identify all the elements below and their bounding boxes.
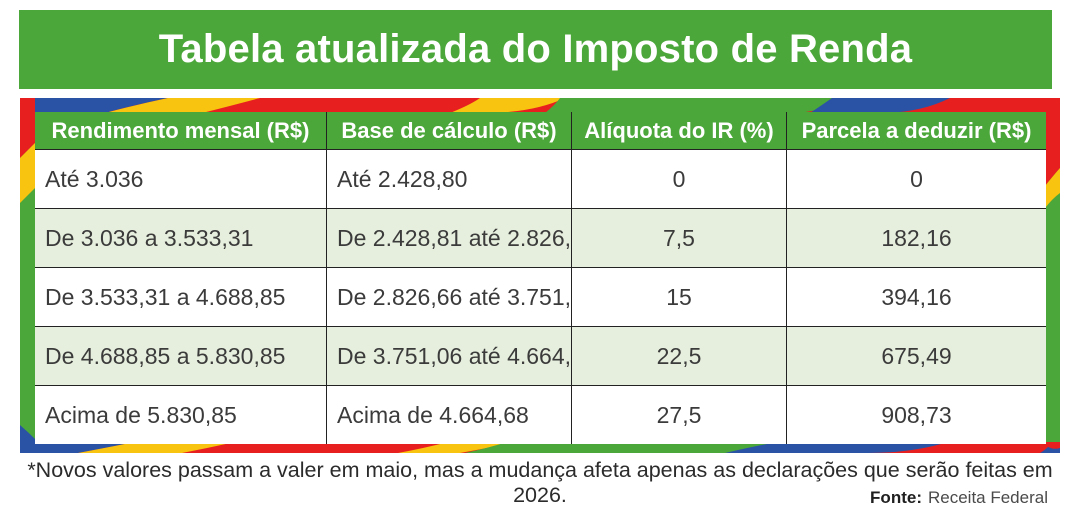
frame-top-border: [20, 98, 1060, 113]
column-header-rendimento: Rendimento mensal (R$): [35, 112, 327, 149]
table-cell: Até 3.036: [35, 149, 327, 208]
table-cell: 15: [572, 267, 787, 326]
table-cell: Até 2.428,80: [327, 149, 572, 208]
column-header-parcela: Parcela a deduzir (R$): [787, 112, 1046, 149]
table-cell: De 3.751,06 até 4.664,68: [327, 326, 572, 385]
table-cell: De 2.428,81 até 2.826,65: [327, 208, 572, 267]
column-header-aliquota: Alíquota do IR (%): [572, 112, 787, 149]
frame-graphic: [20, 98, 1060, 453]
table-cell: Acima de 5.830,85: [35, 385, 327, 444]
table-cell: 182,16: [787, 208, 1046, 267]
table-cell: 394,16: [787, 267, 1046, 326]
table-cell: De 2.826,66 até 3.751,05: [327, 267, 572, 326]
table-cell: De 4.688,85 a 5.830,85: [35, 326, 327, 385]
table-cell: 22,5: [572, 326, 787, 385]
source-value: Receita Federal: [927, 488, 1048, 507]
title-banner: Tabela atualizada do Imposto de Renda: [19, 10, 1052, 89]
table-cell: 7,5: [572, 208, 787, 267]
frame-right-border: [1045, 98, 1060, 453]
tax-table: Rendimento mensal (R$) Base de cálculo (…: [35, 112, 1046, 444]
table-cell: De 3.533,31 a 4.688,85: [35, 267, 327, 326]
table-cell: 0: [787, 149, 1046, 208]
page-title: Tabela atualizada do Imposto de Renda: [158, 27, 913, 71]
column-header-base-calculo: Base de cálculo (R$): [327, 112, 572, 149]
frame-left-border: [20, 98, 35, 453]
decorative-frame: [20, 98, 1060, 453]
table-cell: 27,5: [572, 385, 787, 444]
source-label: Fonte:: [870, 488, 922, 507]
table-cell: 908,73: [787, 385, 1046, 444]
footnote: *Novos valores passam a valer em maio, m…: [27, 458, 1053, 507]
table-cell: Acima de 4.664,68: [327, 385, 572, 444]
table-cell: De 3.036 a 3.533,31: [35, 208, 327, 267]
source-credit: Fonte: Receita Federal: [870, 488, 1048, 508]
table-cell: 675,49: [787, 326, 1046, 385]
frame-bottom-border: [20, 442, 1060, 453]
table-cell: 0: [572, 149, 787, 208]
